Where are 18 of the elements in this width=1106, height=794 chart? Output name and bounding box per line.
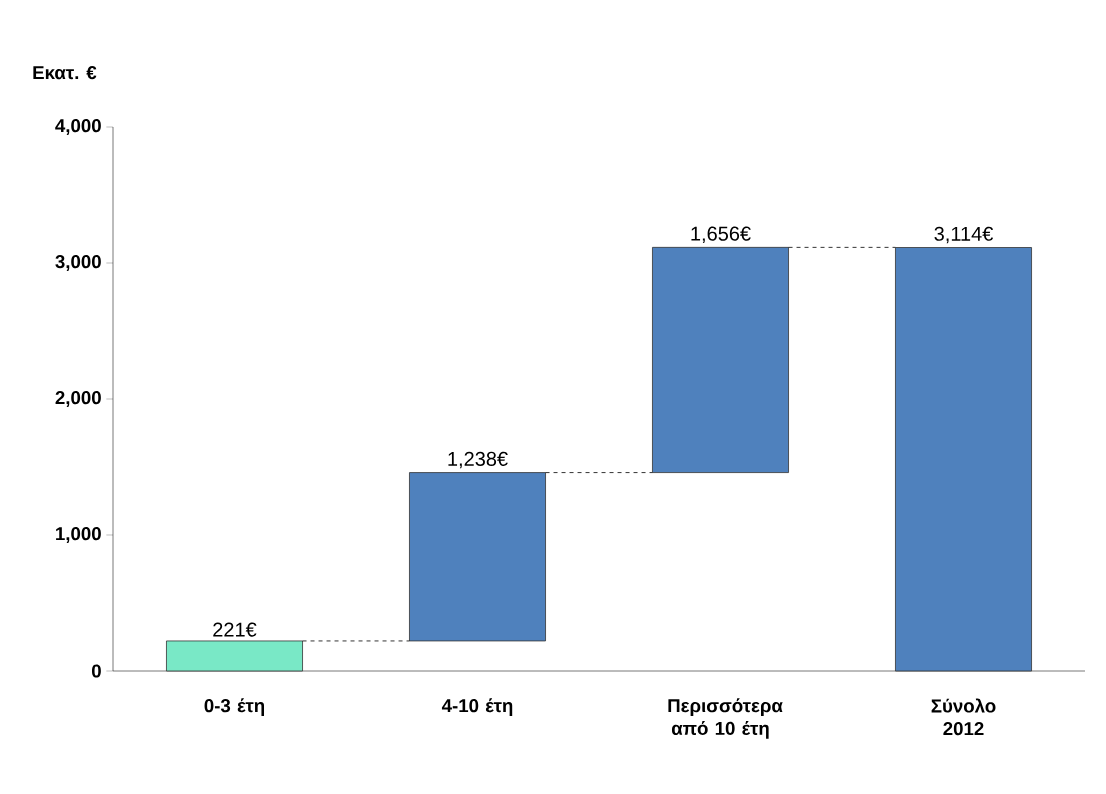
x-tick-label: Σύνολο 2012 xyxy=(931,698,996,736)
data-label: 3,114€ xyxy=(934,226,994,244)
y-tick-label: 1,000 xyxy=(56,527,101,543)
x-tick-label: 0-3 έτη xyxy=(204,698,265,716)
y-tick-label: 3,000 xyxy=(55,255,101,271)
y-tick-label: 0 xyxy=(91,664,101,678)
x-tick-label: Περισσότερα από 10 έτη xyxy=(668,698,783,739)
data-label: 1,656€ xyxy=(691,226,751,244)
data-label: 221€ xyxy=(213,622,257,637)
bar xyxy=(652,246,789,473)
bar xyxy=(409,472,546,642)
y-tick-label: 2,000 xyxy=(55,391,101,407)
data-label: 1,238€ xyxy=(448,451,508,469)
bar xyxy=(895,247,1032,672)
y-tick-label: 4,000 xyxy=(55,119,101,135)
x-tick-label: 4-10 έτη xyxy=(441,698,513,716)
y-axis-title: Εκατ. € xyxy=(33,65,97,80)
bar xyxy=(166,640,303,672)
